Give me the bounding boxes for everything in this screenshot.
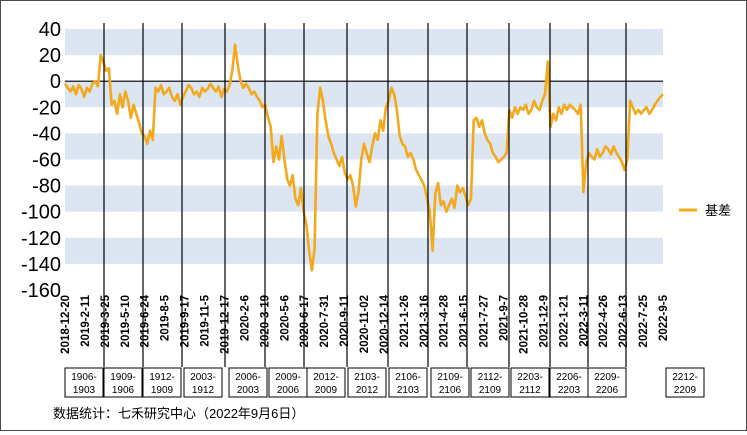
contract-label-top: 2009- <box>275 372 301 383</box>
contract-label-box <box>268 367 308 398</box>
contract-label-top: 2206- <box>556 372 582 383</box>
x-tick-label: 2020-2-6 <box>239 295 251 341</box>
contract-label-top: 2003- <box>190 372 216 383</box>
contract-label-top: 2203- <box>517 372 543 383</box>
x-tick-label: 2020-12-14 <box>379 294 391 353</box>
contract-label-bottom: 1906 <box>112 385 135 396</box>
x-tick-label: 2019-9-17 <box>180 295 192 347</box>
contract-label-top: 2212- <box>672 372 698 383</box>
contract-label-box <box>228 367 268 398</box>
contract-label-bottom: 2109 <box>479 385 502 396</box>
contract-label-top: 2109- <box>437 372 463 383</box>
x-tick-label: 2021-12-9 <box>538 295 550 347</box>
contract-label-top: 2012- <box>313 372 339 383</box>
x-tick-label: 2019-6-24 <box>140 294 152 347</box>
y-tick-label: -120 <box>21 228 61 250</box>
contract-label-bottom: 1909 <box>151 385 174 396</box>
y-tick-label: -80 <box>32 176 61 198</box>
y-tick-label: -140 <box>21 254 61 276</box>
x-tick-label: 2020-7-31 <box>319 294 331 347</box>
contract-label-top: 2106- <box>395 372 421 383</box>
x-tick-label: 2022-9-5 <box>658 294 670 341</box>
x-tick-label: 2021-3-16 <box>419 295 431 347</box>
contract-label-bottom: 2106 <box>439 385 462 396</box>
x-tick-label: 2020-9-11 <box>339 294 351 346</box>
contract-label-top: 1912- <box>149 372 175 383</box>
contract-label-top: 1906- <box>71 372 97 383</box>
y-tick-label: 40 <box>39 19 61 41</box>
y-tick-label: -100 <box>21 202 61 224</box>
x-tick-label: 2021-7-27 <box>479 295 491 347</box>
contract-label-bottom: 2012 <box>356 385 379 396</box>
contract-label-box <box>587 367 627 398</box>
basis-series-line <box>63 43 664 272</box>
x-tick-label: 2020-5-6 <box>279 295 291 341</box>
y-tick-label: -40 <box>32 123 61 145</box>
contract-label-box <box>470 367 510 398</box>
x-tick-label: 2021-1-26 <box>399 295 411 347</box>
x-tick-label: 2019-3-25 <box>100 294 112 347</box>
contract-label-box <box>347 367 387 398</box>
contract-label-bottom: 2206 <box>596 385 619 396</box>
contract-label-box <box>388 367 428 398</box>
x-tick-label: 2020-11-02 <box>359 295 371 353</box>
contract-label-box <box>510 367 550 398</box>
contract-label-top: 1909- <box>110 372 136 383</box>
x-tick-label: 2019-2-11 <box>80 294 92 346</box>
contract-label-bottom: 1912 <box>192 385 215 396</box>
contract-label-box <box>64 367 104 398</box>
contract-label-top: 2006- <box>235 372 261 383</box>
contract-label-bottom: 2003 <box>237 385 260 396</box>
x-tick-label: 2021-10-28 <box>518 294 530 353</box>
contract-label-bottom: 2209 <box>674 385 697 396</box>
contract-label-box <box>549 367 589 398</box>
x-tick-label: 2022-1-21 <box>558 294 570 347</box>
contract-label-box <box>430 367 470 398</box>
y-tick-label: -20 <box>32 97 61 119</box>
x-tick-label: 2018-12-20 <box>60 295 72 354</box>
x-tick-label: 2022-7-25 <box>638 294 650 347</box>
y-tick-label: 0 <box>50 71 61 93</box>
x-tick-label: 2022-6-13 <box>618 295 630 347</box>
y-tick-label: -60 <box>32 150 61 172</box>
contract-label-bottom: 2112 <box>519 385 541 396</box>
contract-label-top: 2112- <box>478 372 503 383</box>
contract-label-box <box>306 367 346 398</box>
contract-label-bottom: 2006 <box>277 385 300 396</box>
x-tick-label: 2021-4-28 <box>439 294 451 347</box>
contract-label-box <box>103 367 143 398</box>
contract-label-top: 2209- <box>594 372 620 383</box>
source-note: 数据统计：七禾研究中心（2022年9月6日） <box>53 406 305 421</box>
grid-band <box>65 29 663 56</box>
y-tick-label: -160 <box>21 280 61 302</box>
x-tick-label: 2022-4-26 <box>598 295 610 347</box>
contract-label-bottom: 2009 <box>315 385 338 396</box>
grid-band <box>65 237 663 264</box>
grid-band <box>65 185 663 212</box>
x-tick-label: 2019-11-5 <box>200 294 212 346</box>
x-tick-label: 2021-6-15 <box>459 294 471 347</box>
contract-label-bottom: 1903 <box>73 385 96 396</box>
x-tick-label: 2019-8-5 <box>160 294 172 341</box>
x-tick-label: 2019-5-10 <box>120 295 132 347</box>
x-tick-label: 2021-9-7 <box>499 295 511 341</box>
contract-label-box <box>665 367 705 398</box>
contract-label-bottom: 2203 <box>558 385 581 396</box>
contract-label-box <box>183 367 223 398</box>
y-tick-label: 20 <box>39 45 61 67</box>
x-tick-label: 2022-3-11 <box>578 294 590 346</box>
legend-label: 基差 <box>705 203 731 218</box>
contract-label-box <box>142 367 182 398</box>
x-tick-label: 2020-6-17 <box>299 295 311 347</box>
contract-label-top: 2103- <box>354 372 380 383</box>
contract-label-bottom: 2103 <box>397 385 420 396</box>
